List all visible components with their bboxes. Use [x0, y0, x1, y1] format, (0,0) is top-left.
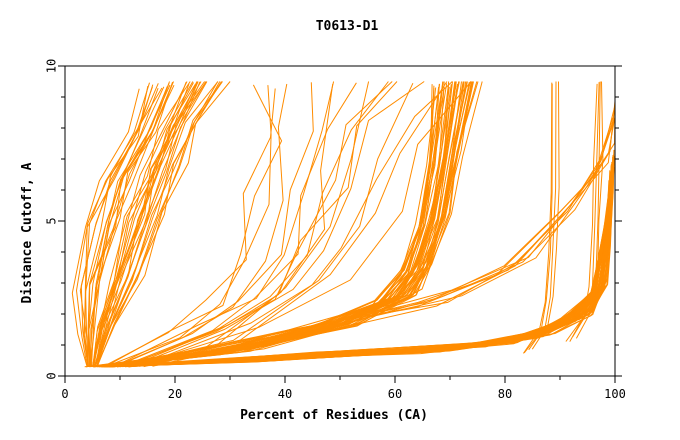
- series-line-4-3: [128, 107, 615, 368]
- series-line-0-4: [80, 84, 154, 367]
- series-line-1-28: [112, 81, 457, 368]
- series-line-2-4: [103, 190, 610, 368]
- series-line-0-31: [95, 81, 207, 365]
- series-line-6-3: [575, 81, 604, 339]
- series-line-1-39: [129, 81, 479, 367]
- series-line-5-0: [522, 82, 553, 354]
- series-line-3-5: [113, 81, 335, 368]
- series-line-3-9: [131, 81, 398, 367]
- series-line-3-2: [105, 85, 272, 368]
- series-line-3-11: [143, 81, 453, 365]
- series-line-0-3: [79, 86, 153, 367]
- series-line-0-15: [91, 81, 173, 367]
- series-line-7-3: [130, 81, 448, 368]
- series-line-7-2: [120, 82, 414, 368]
- series-line-0-17: [92, 81, 188, 366]
- series-line-2-10: [104, 189, 610, 368]
- series-line-0-37: [97, 81, 223, 366]
- series-line-0-23: [92, 81, 199, 366]
- x-axis: 0 20 40 60 80 100: [61, 376, 626, 401]
- series-line-2-32: [126, 180, 612, 367]
- series-line-0-16: [89, 84, 171, 367]
- series-line-0-38: [98, 81, 222, 362]
- series-line-0-12: [89, 84, 175, 367]
- series-line-1-26: [114, 81, 464, 367]
- series-line-6-2: [572, 81, 601, 338]
- series-line-3-1: [104, 84, 283, 368]
- series-line-0-7: [85, 82, 150, 367]
- series-line-7-1: [107, 81, 370, 368]
- series-line-3-4: [115, 82, 314, 368]
- series-line-1-38: [124, 81, 467, 367]
- series-line-0-14: [88, 81, 170, 367]
- series-line-2-54: [141, 149, 615, 366]
- x-tick-label: 40: [278, 387, 292, 401]
- series-line-0-27: [95, 81, 201, 365]
- chart-title: T0613-D1: [316, 19, 379, 34]
- series-line-4-6: [143, 100, 616, 368]
- series-line-6-1: [569, 82, 600, 342]
- y-axis-title: Distance Cutoff, A: [20, 162, 35, 303]
- series-line-1-20: [110, 84, 453, 367]
- x-tick-label: 60: [388, 387, 402, 401]
- series-line-1-25: [109, 83, 458, 368]
- series-line-0-30: [95, 81, 202, 364]
- x-tick-label: 80: [498, 387, 512, 401]
- series-line-1-37: [120, 81, 465, 367]
- series-line-1-43: [124, 81, 473, 366]
- y-tick-label: 5: [45, 217, 59, 224]
- y-tick-label: 10: [45, 59, 59, 73]
- series-line-1-30: [116, 81, 468, 366]
- x-axis-title: Percent of Residues (CA): [240, 408, 428, 423]
- series-line-0-2: [75, 86, 149, 367]
- series-line-0-10: [87, 86, 165, 367]
- series-line-0-19: [93, 81, 194, 366]
- y-tick-label: 0: [45, 372, 59, 379]
- series-line-3-0: [102, 88, 276, 368]
- series-line-4-4: [135, 105, 616, 366]
- series-line-5-3: [531, 81, 560, 350]
- series-line-0-39: [98, 81, 231, 363]
- series-line-1-44: [130, 81, 483, 366]
- series-line-0-0: [71, 88, 140, 367]
- series-line-3-7: [127, 81, 393, 366]
- plot-lines: [71, 81, 616, 368]
- series-line-1-31: [116, 81, 465, 367]
- x-tick-label: 0: [61, 387, 68, 401]
- series-line-1-40: [122, 81, 471, 367]
- series-line-0-5: [83, 87, 163, 367]
- y-axis: 0 5 10: [45, 59, 622, 380]
- series-line-0-18: [92, 81, 191, 366]
- series-line-5-1: [523, 83, 553, 354]
- series-line-7-4: [139, 81, 472, 365]
- x-tick-label: 20: [168, 387, 182, 401]
- x-tick-label: 100: [604, 387, 626, 401]
- series-line-3-10: [135, 81, 425, 366]
- series-line-5-2: [528, 81, 557, 351]
